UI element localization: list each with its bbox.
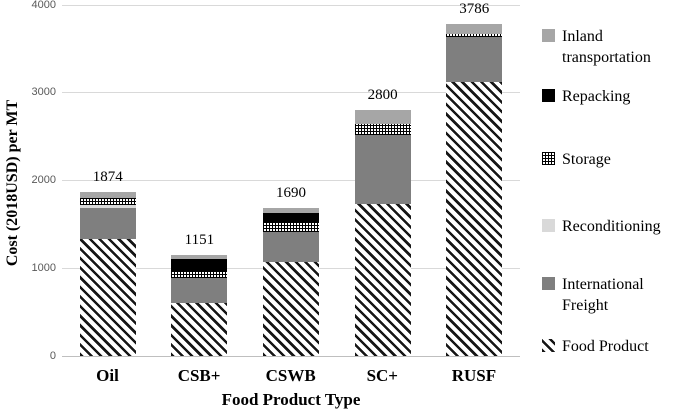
y-tick-label-3000: 3000 (31, 86, 56, 99)
category-label-csb: CSB+ (177, 366, 221, 385)
bar-segment-international-freight-csb (171, 277, 228, 304)
legend-label: Storage (562, 151, 611, 168)
gridline-3000 (62, 92, 520, 94)
legend-label: Repacking (562, 88, 631, 105)
legend-item-repacking: Repacking (542, 86, 684, 107)
bar-segment-international-freight-oil (79, 208, 136, 240)
bar-segment-storage-cswb (263, 223, 319, 232)
y-tick-label-4000: 4000 (31, 0, 56, 11)
inland-transportation-swatch-icon (542, 29, 555, 42)
category-label-oil: Oil (96, 366, 119, 385)
legend-item-storage: Storage (542, 149, 684, 170)
y-tick-label-2000: 2000 (31, 174, 56, 186)
food-product-swatch-icon (542, 339, 555, 352)
legend-label: Reconditioning (562, 218, 661, 235)
bar-segment-international-freight-cswb (263, 231, 319, 262)
bar-segment-international-freight-rusf (446, 37, 503, 83)
bar-segment-storage-oil (79, 198, 136, 205)
bar-segment-inland-transportation-csb (171, 254, 228, 259)
legend-label: Inland transportation (562, 28, 651, 66)
bar-segment-food-product-rusf (446, 82, 503, 356)
bar-segment-food-product-cswb (263, 261, 319, 356)
bar-segment-storage-sc (354, 123, 411, 136)
category-label-rusf: RUSF (451, 366, 497, 385)
bar-segment-food-product-csb (171, 303, 228, 356)
bar-segment-repacking-cswb (263, 213, 319, 224)
gridline-2000 (62, 180, 520, 181)
bar-segment-inland-transportation-rusf (446, 23, 503, 34)
bar-segment-inland-transportation-sc (354, 110, 411, 124)
storage-swatch-icon (542, 152, 555, 165)
bar-segment-inland-transportation-cswb (263, 207, 319, 214)
repacking-swatch-icon (542, 89, 555, 102)
bar-segment-storage-csb (171, 270, 228, 278)
bar-segment-storage-rusf (446, 33, 503, 38)
category-label-sc: SC+ (366, 366, 398, 385)
bar-segment-international-freight-sc (354, 135, 411, 204)
y-tick-label-1000: 1000 (31, 261, 56, 274)
legend-item-food-product: Food Product (542, 336, 684, 357)
bar-segment-repacking-csb (171, 258, 228, 271)
data-label-csb: 1151 (184, 231, 215, 248)
legend-item-reconditioning: Reconditioning (542, 216, 684, 237)
bar-segment-food-product-oil (79, 239, 136, 356)
bar-segment-inland-transportation-oil (79, 191, 136, 199)
data-label-sc: 2800 (367, 87, 398, 104)
x-axis-title: Food Product Type (221, 390, 361, 409)
international-freight-swatch-icon (542, 277, 555, 290)
reconditioning-swatch-icon (542, 219, 555, 232)
legend-item-inland-transportation: Inland transportation (542, 26, 684, 68)
gridline-0 (62, 355, 520, 357)
category-label-cswb: CSWB (265, 366, 316, 385)
legend-label: International Freight (562, 276, 644, 314)
data-label-rusf: 3786 (459, 0, 490, 17)
bar-segment-food-product-sc (354, 203, 411, 356)
legend-label: Food Product (562, 338, 649, 355)
y-tick-label-0: 0 (49, 349, 56, 362)
data-label-oil: 1874 (92, 168, 123, 185)
bar-segment-reconditioning-oil (79, 204, 136, 209)
data-label-cswb: 1690 (276, 184, 306, 201)
gridline-4000 (62, 4, 520, 6)
legend-item-international-freight: International Freight (542, 274, 684, 316)
